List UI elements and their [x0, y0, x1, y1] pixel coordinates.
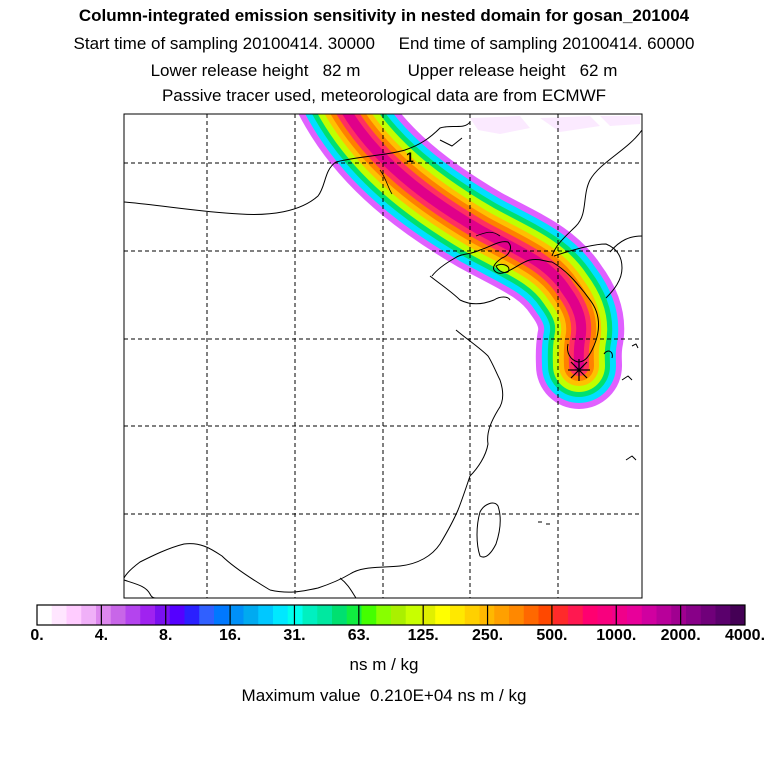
colorbar-swatch — [155, 605, 171, 625]
colorbar-swatch — [332, 605, 348, 625]
colorbar-frame — [36, 604, 746, 626]
colorbar-tick-label: 4. — [94, 627, 109, 644]
colorbar-swatch — [597, 605, 613, 625]
colorbar-swatch — [66, 605, 82, 625]
colorbar-swatch — [671, 605, 687, 625]
colorbar-swatch — [612, 605, 628, 625]
colorbar-swatch — [346, 605, 362, 625]
colorbar-swatch — [37, 605, 53, 625]
colorbar-swatch — [125, 605, 141, 625]
lat-lon-grid — [124, 114, 642, 598]
colorbar-dividers — [100, 605, 682, 625]
colorbar-swatch — [715, 605, 731, 625]
colorbar-tick-label: 31. — [283, 627, 306, 644]
colorbar-swatch — [641, 605, 657, 625]
colorbar-swatch — [199, 605, 215, 625]
colorbar-swatch — [287, 605, 303, 625]
tracer-info-line: Passive tracer used, meteorological data… — [161, 86, 607, 105]
colorbar-swatch — [51, 605, 67, 625]
colorbar-swatch — [656, 605, 672, 625]
colorbar-swatch — [81, 605, 97, 625]
colorbar-swatch — [494, 605, 510, 625]
colorbar-tick-label: 2000. — [660, 627, 701, 644]
colorbar-swatch — [405, 605, 421, 625]
colorbar-swatch — [568, 605, 584, 625]
colorbar-swatch — [273, 605, 289, 625]
colorbar-swatch — [538, 605, 554, 625]
colorbar-swatch — [582, 605, 598, 625]
colorbar-units: ns m / kg — [349, 655, 419, 674]
colorbar-swatch — [214, 605, 230, 625]
colorbar-swatch — [184, 605, 200, 625]
colorbar-swatch — [730, 605, 746, 625]
faint-sensitivity-patches — [470, 116, 640, 134]
colorbar-swatch — [420, 605, 436, 625]
colorbar-swatch — [391, 605, 407, 625]
colorbar-swatch — [450, 605, 466, 625]
colorbar-swatch — [686, 605, 702, 625]
colorbar-swatch — [361, 605, 377, 625]
colorbar-tick-label: 63. — [347, 627, 370, 644]
colorbar-swatch — [110, 605, 126, 625]
contour-label: 1 — [406, 149, 414, 165]
colorbar-swatch — [464, 605, 480, 625]
colorbar-tick-label: 125. — [407, 627, 439, 644]
colorbar-tick-label: 1000. — [596, 627, 637, 644]
colorbar-swatch — [700, 605, 716, 625]
coastlines — [124, 121, 642, 598]
colorbar-tick-label: 16. — [218, 627, 242, 644]
colorbar-swatch — [627, 605, 643, 625]
colorbar-tick-label: 0. — [30, 627, 44, 644]
colorbar-swatch — [258, 605, 274, 625]
sampling-time-line: Start time of sampling 20100414. 30000 E… — [73, 34, 695, 53]
maximum-value-text: Maximum value 0.210E+04 ns m / kg — [241, 686, 527, 705]
colorbar-swatch — [228, 605, 244, 625]
map-frame — [123, 113, 643, 599]
colorbar-tick-label: 250. — [471, 627, 504, 644]
colorbar-swatch — [553, 605, 569, 625]
map-content: 1 — [124, 114, 642, 598]
colorbar-tick-label: 500. — [536, 627, 568, 644]
colorbar-swatch — [96, 605, 112, 625]
colorbar-swatch — [376, 605, 392, 625]
colorbar — [37, 605, 746, 625]
plot-title: Column-integrated emission sensitivity i… — [78, 6, 690, 25]
colorbar-swatch — [435, 605, 451, 625]
colorbar-swatch — [169, 605, 185, 625]
release-height-line: Lower release height 82 m Upper release … — [150, 61, 618, 80]
colorbar-swatch — [302, 605, 318, 625]
colorbar-tick-label: 4000. — [724, 627, 766, 644]
colorbar-swatch — [243, 605, 259, 625]
colorbar-swatch — [509, 605, 525, 625]
colorbar-swatch — [140, 605, 156, 625]
plume-band — [342, 114, 587, 371]
emission-sensitivity-plume — [298, 114, 625, 409]
colorbar-swatch — [317, 605, 333, 625]
receptor-star-icon — [568, 359, 590, 381]
country-borders — [379, 169, 501, 237]
colorbar-swatch — [523, 605, 539, 625]
colorbar-tick-label: 8. — [159, 627, 173, 644]
